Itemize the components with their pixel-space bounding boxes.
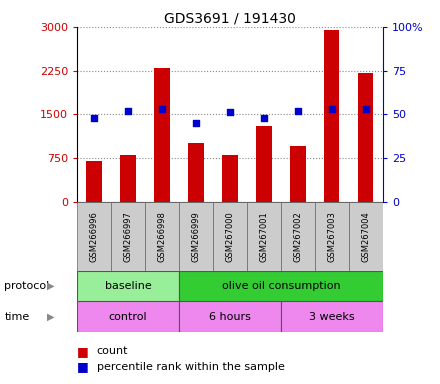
Bar: [213, 202, 247, 271]
Point: [328, 106, 335, 112]
Text: baseline: baseline: [105, 281, 151, 291]
Bar: [247, 202, 281, 271]
Bar: [77, 271, 179, 301]
Text: GSM267004: GSM267004: [361, 211, 370, 262]
Text: percentile rank within the sample: percentile rank within the sample: [97, 362, 285, 372]
Point: [125, 108, 132, 114]
Bar: [358, 73, 374, 202]
Bar: [77, 202, 111, 271]
Bar: [324, 30, 340, 202]
Text: GSM267000: GSM267000: [225, 211, 235, 262]
Bar: [179, 271, 383, 301]
Text: GSM266999: GSM266999: [191, 211, 201, 262]
Text: control: control: [109, 312, 147, 322]
Bar: [281, 202, 315, 271]
Bar: [145, 202, 179, 271]
Bar: [256, 126, 271, 202]
Text: ■: ■: [77, 360, 89, 373]
Point: [91, 115, 98, 121]
Bar: [120, 155, 136, 202]
Text: GSM267001: GSM267001: [259, 211, 268, 262]
Title: GDS3691 / 191430: GDS3691 / 191430: [164, 12, 296, 26]
Bar: [222, 155, 238, 202]
Text: GSM267002: GSM267002: [293, 211, 302, 262]
Bar: [349, 202, 383, 271]
Text: olive oil consumption: olive oil consumption: [222, 281, 340, 291]
Bar: [154, 68, 169, 202]
Text: GSM266996: GSM266996: [89, 211, 99, 262]
Text: ■: ■: [77, 345, 89, 358]
Bar: [281, 301, 383, 332]
Bar: [86, 161, 102, 202]
Point: [192, 120, 199, 126]
Text: 3 weeks: 3 weeks: [309, 312, 355, 322]
Bar: [179, 301, 281, 332]
Text: protocol: protocol: [4, 281, 50, 291]
Bar: [315, 202, 349, 271]
Text: 6 hours: 6 hours: [209, 312, 251, 322]
Text: GSM266998: GSM266998: [158, 211, 166, 262]
Point: [362, 106, 369, 112]
Text: ▶: ▶: [47, 281, 55, 291]
Text: time: time: [4, 312, 29, 322]
Point: [158, 106, 165, 112]
Point: [294, 108, 301, 114]
Text: GSM266997: GSM266997: [124, 211, 132, 262]
Point: [260, 115, 268, 121]
Bar: [188, 143, 204, 202]
Text: count: count: [97, 346, 128, 356]
Text: ▶: ▶: [47, 312, 55, 322]
Bar: [179, 202, 213, 271]
Point: [227, 109, 234, 116]
Text: GSM267003: GSM267003: [327, 211, 336, 262]
Bar: [77, 301, 179, 332]
Bar: [290, 146, 305, 202]
Bar: [111, 202, 145, 271]
